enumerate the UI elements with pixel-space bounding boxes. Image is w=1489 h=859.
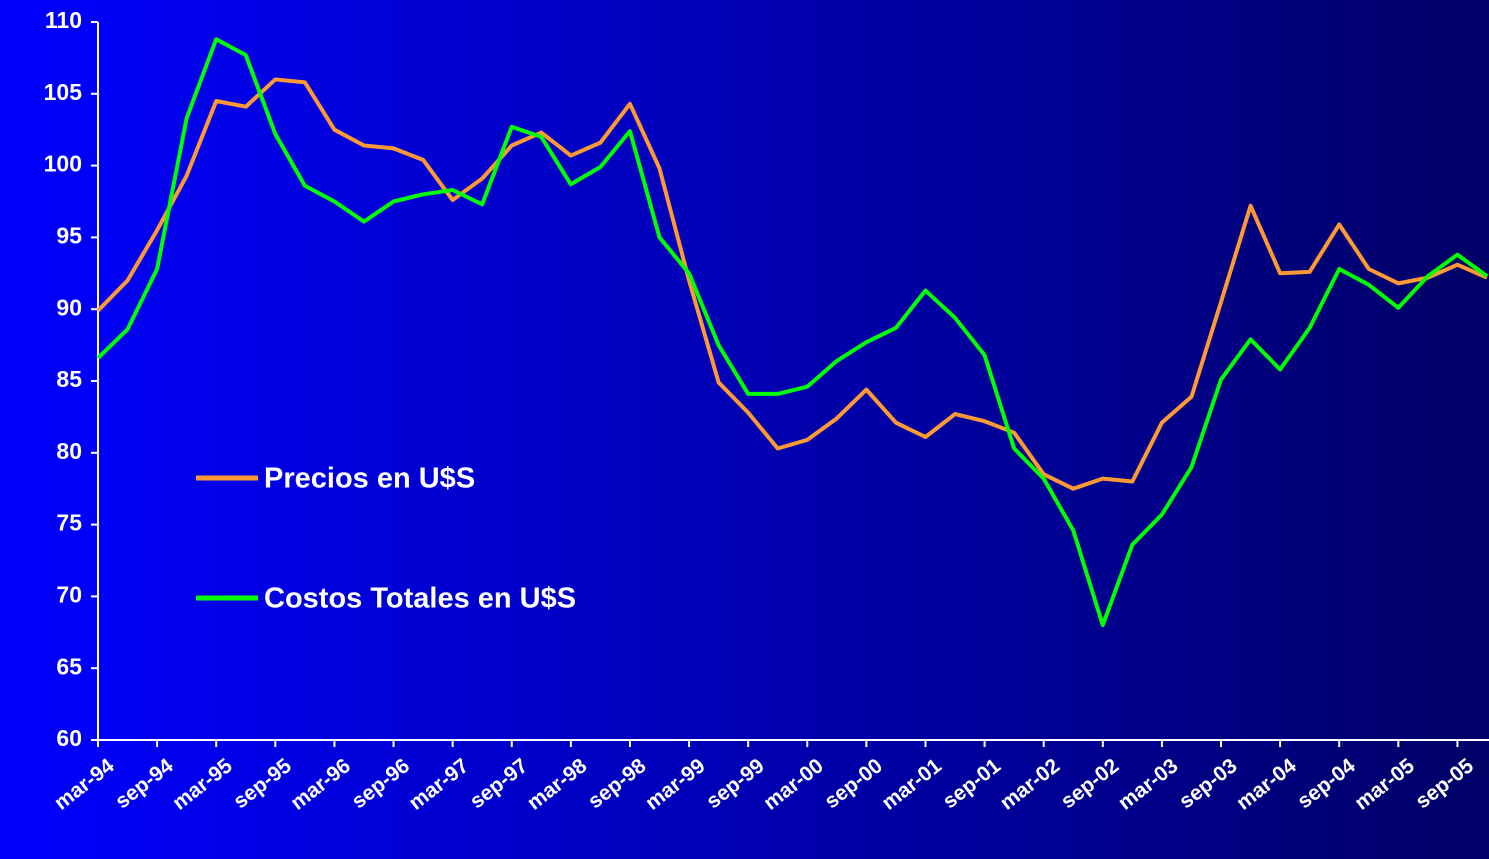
y-tick-label: 105: [44, 79, 83, 105]
y-tick-label: 110: [45, 7, 82, 33]
y-tick-label: 90: [56, 294, 82, 320]
legend-label: Precios en U$S: [264, 463, 475, 495]
y-tick-label: 80: [56, 438, 82, 464]
y-tick-label: 100: [44, 151, 82, 177]
y-tick-label: 75: [56, 510, 82, 536]
y-tick-label: 65: [56, 653, 82, 679]
series-line: [96, 37, 1489, 628]
series-line: [96, 77, 1488, 491]
y-tick-label: 85: [56, 366, 82, 392]
y-tick-label: 60: [56, 725, 82, 751]
y-tick-label: 70: [56, 581, 82, 607]
y-tick-label: 95: [56, 222, 82, 248]
legend-label: Costos Totales en U$S: [264, 583, 576, 615]
